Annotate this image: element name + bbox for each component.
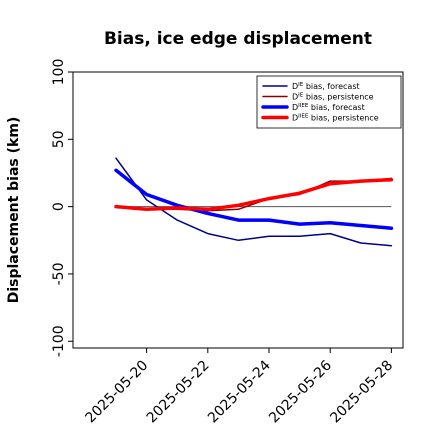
y-axis-label: Displacement bias (km) [6,117,22,304]
x-tick-label: 2025-05-20 [83,358,152,427]
y-tick-label: -100 [51,325,67,357]
legend-label: DIIEE bias, persistence [292,114,379,123]
x-tick-label: 2025-05-22 [144,358,213,427]
legend-box [256,75,402,129]
legend-item: DIIEE bias, forecast [261,103,365,112]
legend-label: DIE bias, forecast [292,82,360,91]
series-line-3 [114,168,394,230]
x-tick-label: 2025-05-28 [327,358,396,427]
x-tick-label: 2025-05-24 [205,357,274,426]
legend-item: DIIEE bias, persistence [261,114,379,123]
legend-item: DIE bias, forecast [262,82,360,91]
y-tick-label: 0 [51,202,67,211]
x-tick-label: 2025-05-26 [266,357,335,426]
legend-label: DIE bias, persistence [292,93,374,102]
legend-item: DIE bias, persistence [262,93,374,102]
chart-title: Bias, ice edge displacement [104,29,372,49]
y-tick-label: 100 [51,59,67,86]
y-tick-label: -50 [51,263,67,286]
plot-area: 100500-50-1002025-05-202025-05-222025-05… [51,59,404,427]
legend-label: DIIEE bias, forecast [292,103,365,112]
series-line-4 [114,177,394,212]
plot-frame [72,71,404,349]
y-tick-label: 50 [51,130,67,148]
